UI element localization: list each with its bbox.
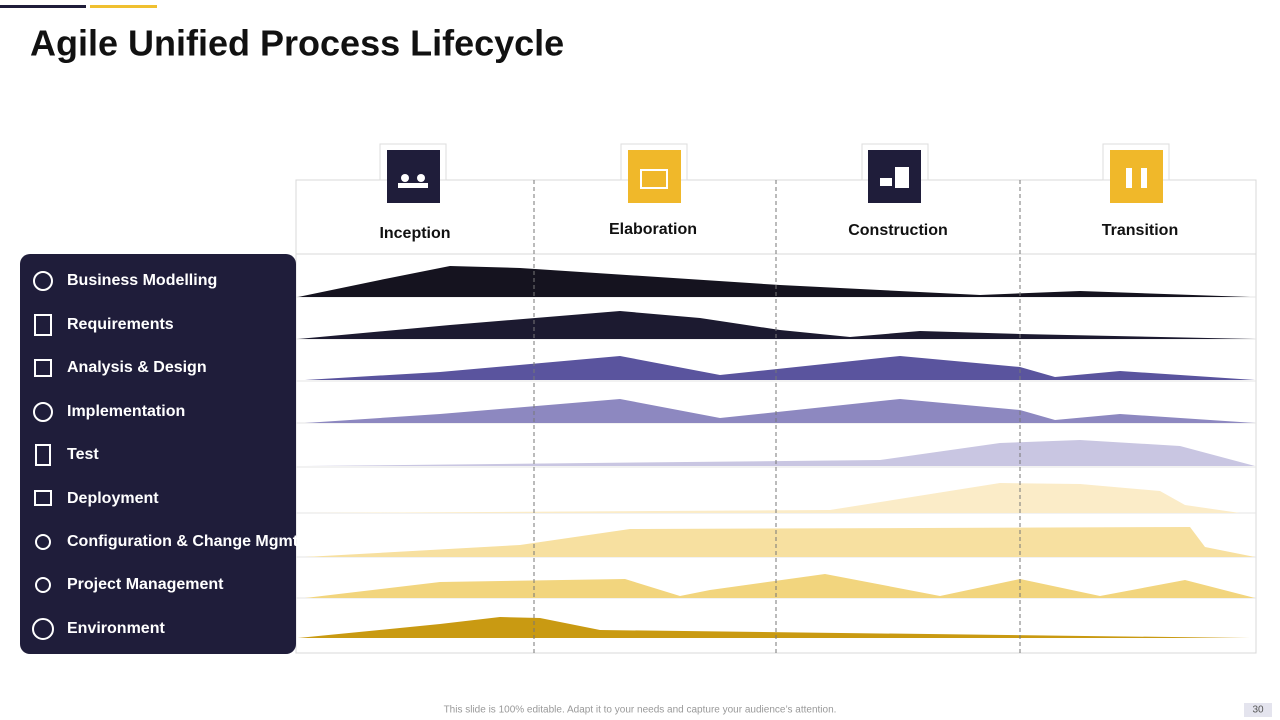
accent-line [90,5,157,8]
phase-label: Elaboration [609,221,697,238]
discipline-label: Deployment [67,490,159,507]
page-number-box [1244,703,1272,717]
phase-label: Inception [379,225,450,242]
discipline-label: Environment [67,620,165,637]
discipline-label: Business Modelling [67,272,217,289]
discipline-label: Project Management [67,576,224,593]
slide-title: Agile Unified Process Lifecycle [30,23,564,64]
phase-label: Construction [848,222,948,239]
phase-label: Transition [1102,222,1178,239]
discipline-icons [32,271,54,640]
discipline-label: Test [67,446,99,463]
discipline-label: Implementation [67,403,185,420]
discipline-label: Requirements [67,316,174,333]
discipline-label: Analysis & Design [67,359,207,376]
accent-line [0,5,86,8]
page-number: 30 [1252,705,1264,716]
phase-dividers [533,180,1021,653]
discipline-panel [20,254,296,654]
humps [298,266,1255,638]
discipline-label: Configuration & Change Mgmt. [67,533,303,550]
phase-icons [379,143,1170,203]
footer-note: This slide is 100% editable. Adapt it to… [444,705,837,716]
